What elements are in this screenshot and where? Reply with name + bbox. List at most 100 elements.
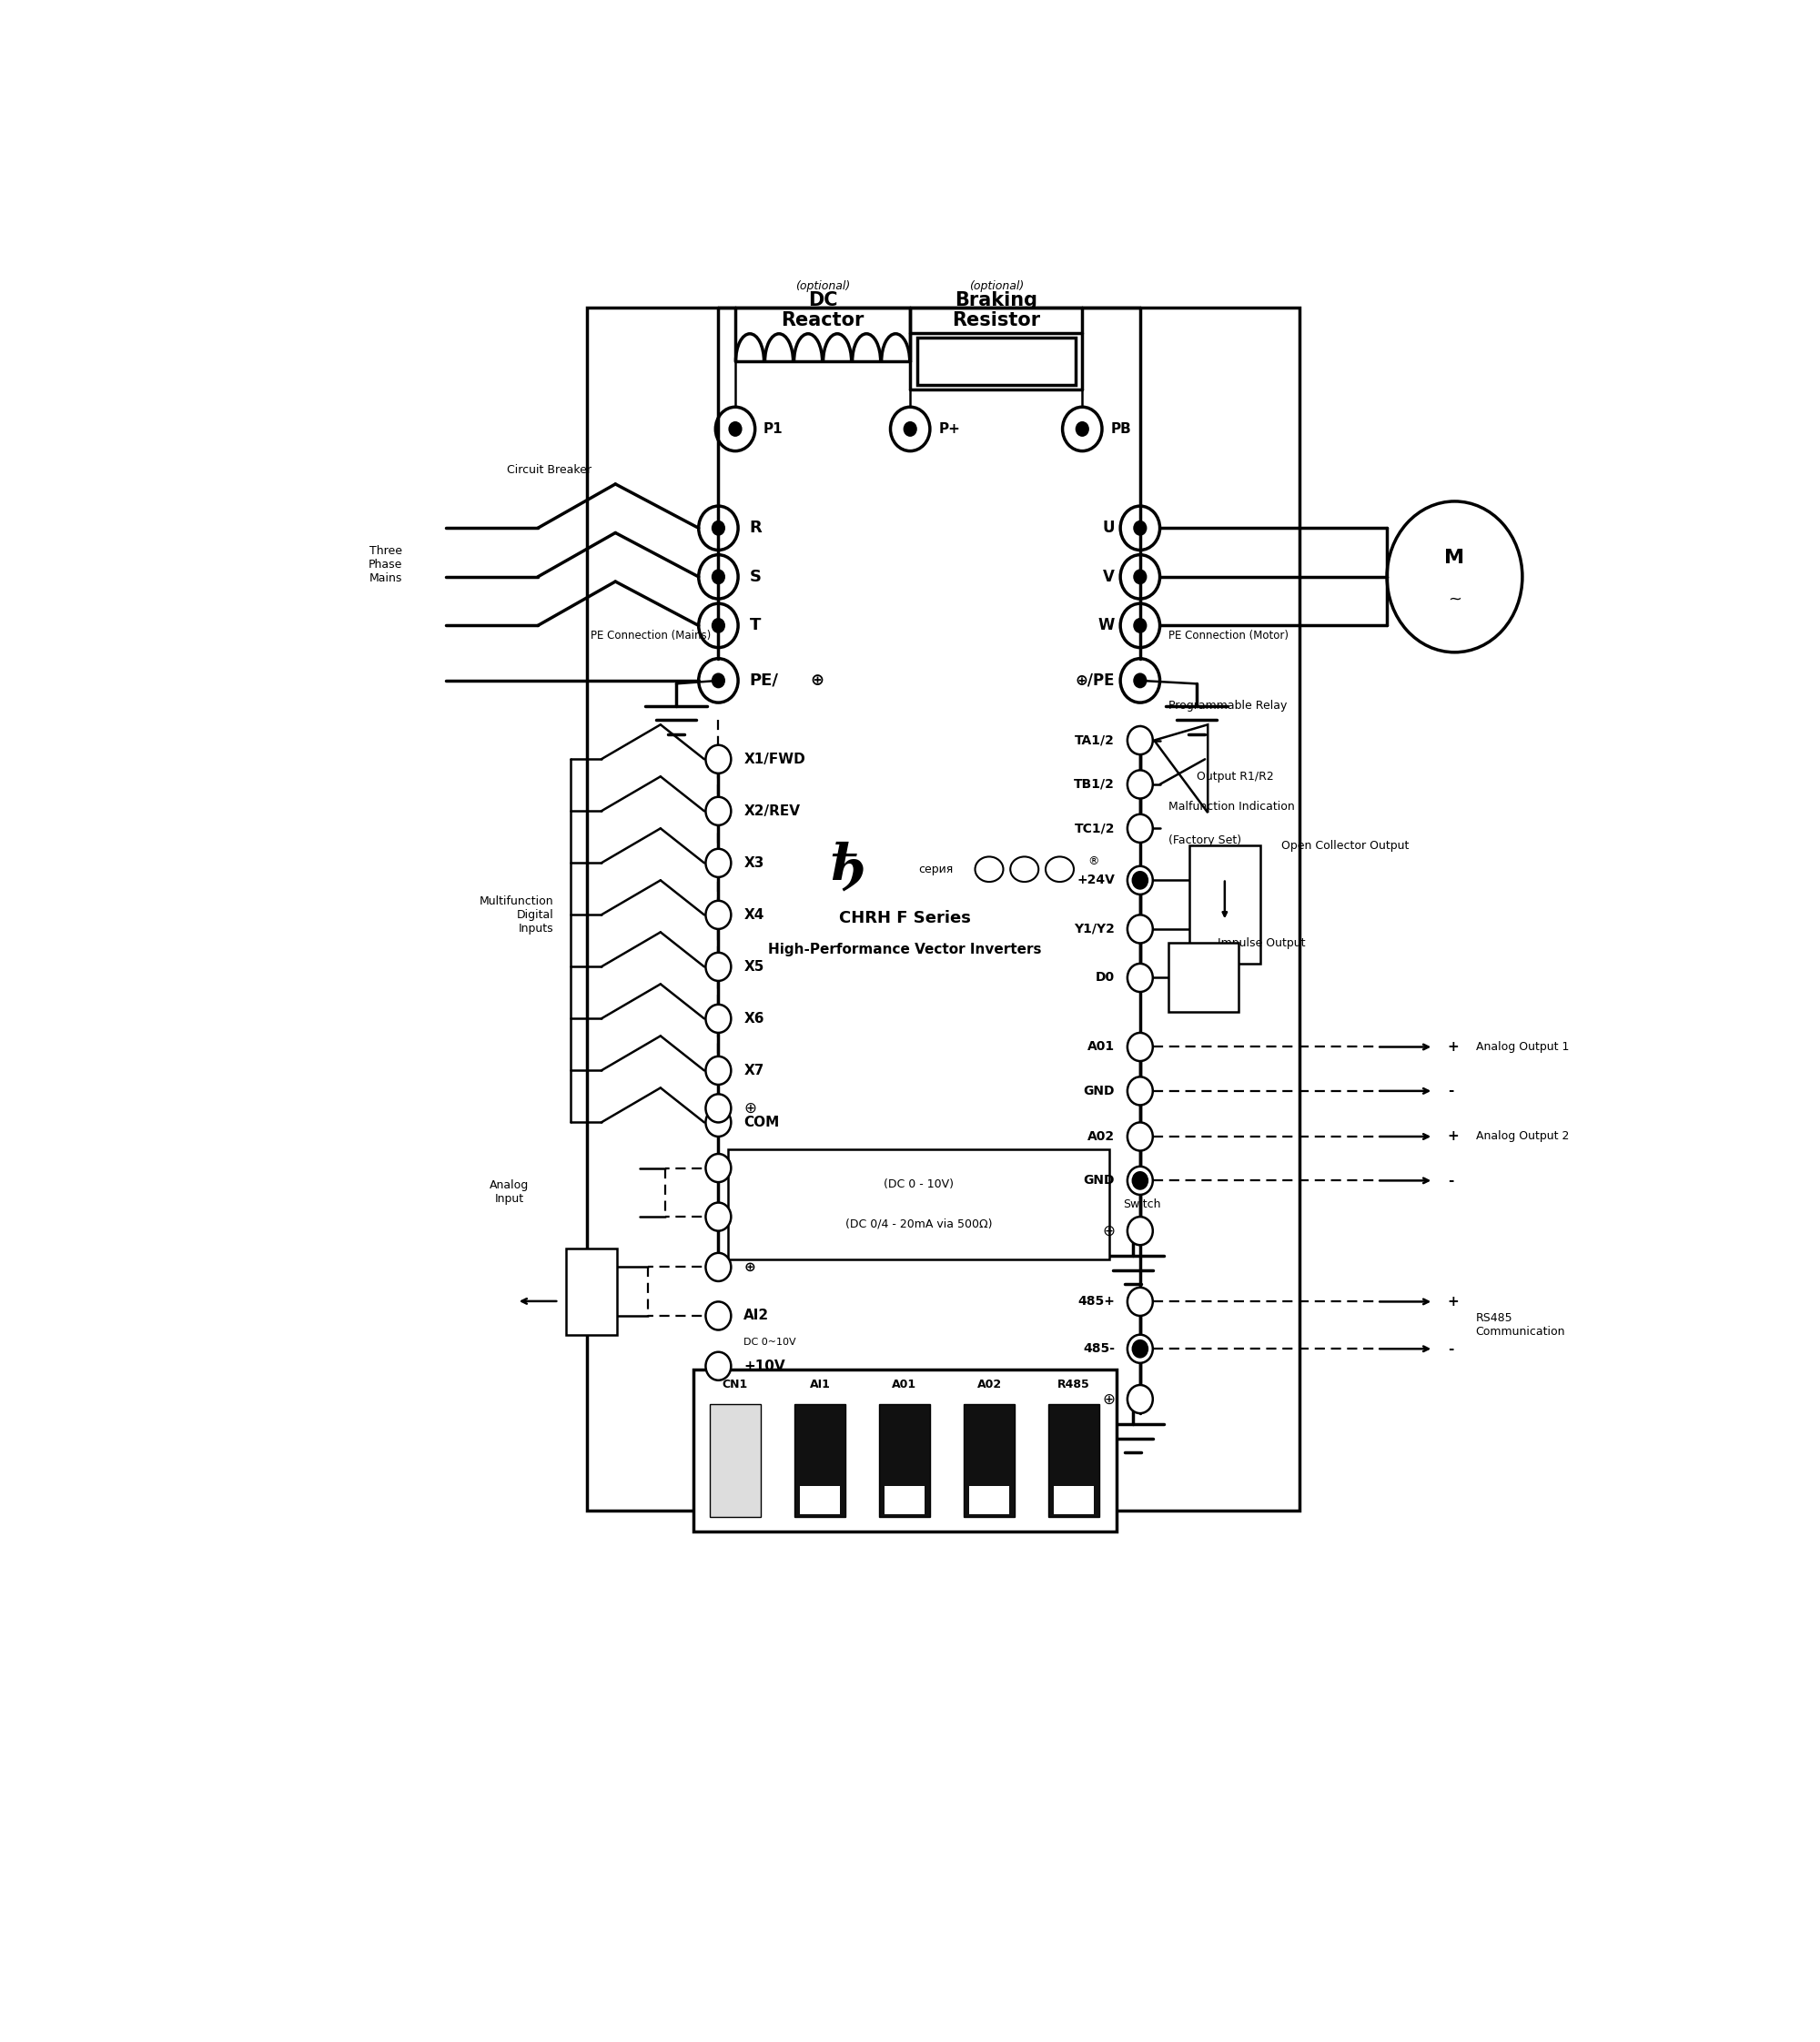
Circle shape (1127, 1384, 1152, 1413)
Circle shape (1127, 1217, 1152, 1246)
Text: +: + (1447, 1039, 1460, 1054)
Text: CHRH F Series: CHRH F Series (839, 911, 970, 927)
Text: -: - (1447, 1342, 1454, 1356)
Text: +: + (1447, 1295, 1460, 1309)
Circle shape (1127, 866, 1152, 894)
Text: X4: X4 (744, 909, 764, 921)
Bar (968, 1487, 1010, 1513)
Text: ⊕/PE: ⊕/PE (1076, 672, 1114, 688)
Text: AI1→: AI1→ (744, 1162, 781, 1174)
Text: Reactor: Reactor (781, 312, 864, 329)
Circle shape (1134, 674, 1147, 688)
Circle shape (706, 1005, 732, 1033)
Text: T: T (750, 617, 761, 633)
Text: Switch: Switch (1123, 1199, 1161, 1211)
Text: (DC 0/4 - 20mA via 500Ω): (DC 0/4 - 20mA via 500Ω) (844, 1219, 992, 1229)
Circle shape (706, 901, 732, 929)
Text: (Factory Set): (Factory Set) (1168, 835, 1241, 847)
Bar (879, 1403, 930, 1517)
Text: W: W (1097, 617, 1114, 633)
Bar (799, 1487, 841, 1513)
Text: RS485
Communication: RS485 Communication (1476, 1313, 1565, 1338)
Circle shape (1127, 815, 1152, 843)
Text: A01: A01 (892, 1378, 917, 1391)
Circle shape (1132, 870, 1148, 890)
Circle shape (1134, 619, 1147, 633)
Circle shape (1127, 1123, 1152, 1152)
Circle shape (706, 1301, 732, 1329)
Text: Resistor: Resistor (952, 312, 1041, 329)
Text: High-Performance Vector Inverters: High-Performance Vector Inverters (768, 943, 1041, 956)
Circle shape (903, 421, 917, 437)
Text: U: U (1103, 521, 1114, 537)
Text: A02: A02 (1087, 1129, 1114, 1144)
Text: ⊕: ⊕ (1103, 1223, 1114, 1239)
Circle shape (706, 1254, 732, 1280)
Text: S: S (750, 568, 761, 584)
Circle shape (1127, 1033, 1152, 1062)
Text: X7: X7 (744, 1064, 764, 1078)
Circle shape (706, 849, 732, 878)
Text: (DC 0 - 10V): (DC 0 - 10V) (885, 1178, 954, 1190)
Text: ~: ~ (1449, 590, 1461, 606)
Text: +10V: +10V (744, 1360, 784, 1372)
Text: X6: X6 (744, 1011, 764, 1025)
Text: Analog Output 1: Analog Output 1 (1476, 1041, 1569, 1054)
Circle shape (706, 952, 732, 980)
Text: Braking: Braking (956, 290, 1037, 308)
Circle shape (712, 674, 724, 688)
Text: AI2: AI2 (744, 1309, 770, 1323)
Text: 485+: 485+ (1077, 1295, 1114, 1309)
Text: PE Connection (Mains): PE Connection (Mains) (592, 629, 712, 641)
Text: +24V: +24V (1077, 874, 1114, 886)
Circle shape (712, 570, 724, 584)
Circle shape (1127, 1166, 1152, 1195)
Text: Programmable Relay: Programmable Relay (1168, 700, 1287, 713)
Text: V: V (1103, 568, 1114, 584)
Text: TB1/2: TB1/2 (1074, 778, 1114, 790)
Circle shape (712, 619, 724, 633)
Circle shape (1127, 964, 1152, 992)
Circle shape (706, 1203, 732, 1231)
Circle shape (1127, 770, 1152, 798)
Text: Analog Output 2: Analog Output 2 (1476, 1131, 1569, 1141)
Text: D0: D0 (1096, 972, 1114, 984)
Circle shape (712, 521, 724, 535)
Text: Impulse Output: Impulse Output (1218, 937, 1305, 950)
Circle shape (1134, 570, 1147, 584)
Circle shape (1134, 521, 1147, 535)
Text: Open Collector Output: Open Collector Output (1281, 839, 1409, 852)
Text: CN1: CN1 (723, 1378, 748, 1391)
Circle shape (706, 745, 732, 774)
Text: +: + (1447, 1129, 1460, 1144)
Circle shape (1132, 1172, 1148, 1190)
Circle shape (1127, 1289, 1152, 1315)
Text: Multifunction
Digital
Inputs: Multifunction Digital Inputs (479, 894, 553, 935)
Circle shape (706, 1056, 732, 1084)
Text: Circuit Breaker: Circuit Breaker (506, 464, 592, 476)
Text: X2/REV: X2/REV (744, 805, 801, 819)
Bar (965, 1403, 1014, 1517)
Circle shape (728, 421, 743, 437)
Circle shape (706, 796, 732, 825)
Bar (728, 1150, 1108, 1260)
Circle shape (1127, 1335, 1152, 1362)
Text: P+: P+ (939, 423, 961, 435)
Bar (588, 308, 1299, 1511)
Text: Malfunction Indication: Malfunction Indication (1168, 800, 1294, 813)
Text: -: - (1447, 1174, 1454, 1186)
Text: PE/: PE/ (750, 672, 779, 688)
Text: A01: A01 (1087, 1041, 1114, 1054)
Text: Output R1/R2: Output R1/R2 (1196, 770, 1274, 782)
Text: (optional): (optional) (795, 280, 850, 292)
Text: ®: ® (1088, 856, 1099, 868)
Text: P1: P1 (764, 423, 783, 435)
Circle shape (1076, 421, 1088, 437)
Bar (885, 1487, 925, 1513)
Text: Y1/Y2: Y1/Y2 (1074, 923, 1114, 935)
Bar (1190, 845, 1259, 964)
Bar (1048, 1403, 1099, 1517)
Text: R485: R485 (1057, 1378, 1090, 1391)
Text: R: R (750, 521, 763, 537)
Circle shape (706, 1352, 732, 1380)
